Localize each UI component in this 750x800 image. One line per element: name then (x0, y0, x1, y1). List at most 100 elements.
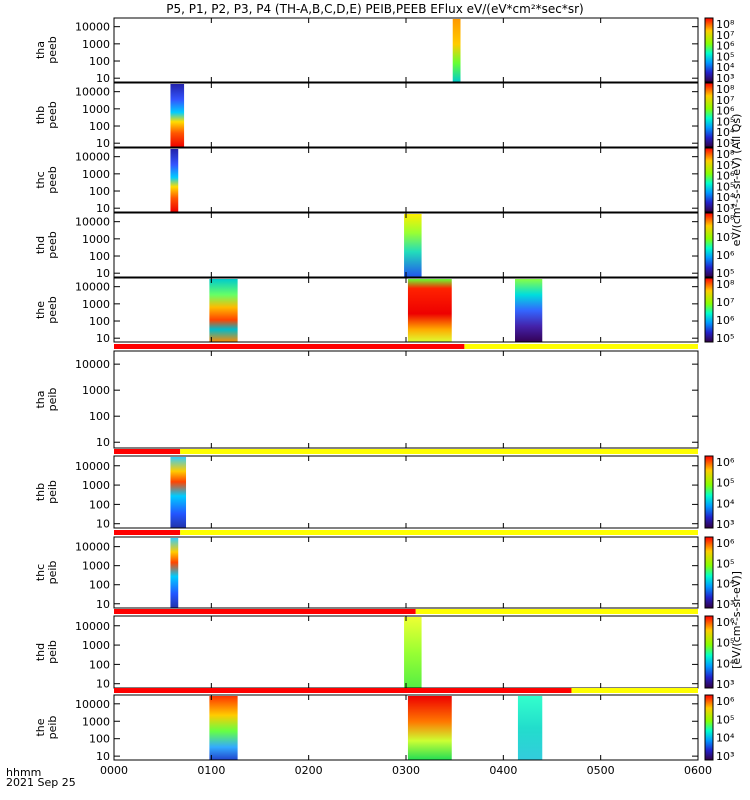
y-tick-label: 1000 (82, 639, 110, 652)
flag-bar-bad (114, 688, 572, 693)
colorbar-tick-label: 10⁵ (716, 477, 734, 490)
flag-bar-good (180, 530, 699, 535)
y-tick-label: 10 (96, 436, 110, 449)
colorbar-tick-label: 10⁴ (716, 732, 735, 745)
y-tick-label: 1000 (82, 233, 110, 246)
colorbar-tick-label: 10⁸ (716, 83, 735, 96)
colorbar-tick-label: 10⁶ (716, 456, 735, 469)
flag-bar-good (571, 688, 698, 693)
colorbar-tick-label: 10⁷ (716, 231, 734, 244)
y-axis-label: peeb (46, 296, 59, 324)
y-axis-label: thd (34, 643, 47, 661)
colorbar-tick-label: 10³ (716, 750, 734, 763)
y-axis-label: the (34, 718, 47, 736)
colorbar-tick-label: 10⁴ (716, 578, 735, 591)
colorbar-title-ion: [eV/(cm²-s-sr-eV)] (730, 571, 743, 669)
colorbar (704, 147, 714, 213)
flag-bar-bad (114, 344, 465, 349)
colorbar (704, 455, 714, 529)
y-axis-label: peib (46, 561, 59, 585)
spectrogram-block (170, 538, 179, 608)
x-tick-label: 0100 (197, 764, 225, 777)
y-tick-label: 10000 (75, 698, 110, 711)
colorbar (704, 615, 714, 689)
x-tick-label: 0300 (392, 764, 420, 777)
y-tick-label: 10 (96, 332, 110, 345)
colorbar (704, 277, 714, 343)
colorbar-tick-label: 10⁶ (716, 249, 735, 262)
spectrogram-block (452, 19, 461, 82)
y-tick-label: 100 (89, 185, 110, 198)
y-tick-label: 1000 (82, 479, 110, 492)
y-tick-label: 10000 (75, 216, 110, 229)
x-tick-label: 0200 (295, 764, 323, 777)
colorbar (704, 82, 714, 148)
colorbar (704, 212, 714, 278)
colorbar-tick-label: 10⁴ (716, 126, 735, 139)
spectrogram-block (515, 279, 543, 342)
panel-frame (113, 350, 699, 449)
colorbar-tick-label: 10³ (716, 137, 734, 150)
y-axis-label: peeb (46, 231, 59, 259)
y-tick-label: 100 (89, 120, 110, 133)
colorbar-tick-label: 10⁷ (716, 159, 734, 172)
x-tick-label: 0400 (489, 764, 517, 777)
y-tick-label: 10000 (75, 151, 110, 164)
y-tick-label: 10000 (75, 541, 110, 554)
y-tick-label: 1000 (82, 103, 110, 116)
colorbar-tick-label: 10⁶ (716, 695, 735, 708)
colorbar-tick-label: 10³ (716, 202, 734, 215)
colorbar-tick-label: 10⁵ (716, 713, 734, 726)
colorbar (704, 536, 714, 609)
flag-bar-good (180, 449, 699, 454)
x-axis-unit-label: hhmm (6, 766, 42, 779)
y-axis-label: peib (46, 388, 59, 412)
colorbar-tick-label: 10⁶ (716, 537, 735, 550)
colorbar-title-electron: eV/(cm²-s-sr-eV) (All Qs) (730, 114, 743, 247)
spectrogram-block (209, 279, 238, 342)
y-axis-label: thd (34, 236, 47, 254)
y-tick-label: 1000 (82, 384, 110, 397)
colorbar-tick-label: 10⁵ (716, 557, 734, 570)
y-tick-label: 100 (89, 315, 110, 328)
flag-bar-bad (114, 609, 416, 614)
colorbar (704, 694, 714, 761)
y-tick-label: 10 (96, 202, 110, 215)
colorbar-tick-label: 10⁵ (716, 332, 734, 345)
date-label: 2021 Sep 25 (6, 776, 76, 789)
colorbar-tick-label: 10⁸ (716, 213, 735, 226)
y-tick-label: 1000 (82, 168, 110, 181)
y-tick-label: 100 (89, 410, 110, 423)
spectrogram-block (404, 617, 422, 688)
y-tick-label: 10 (96, 750, 110, 763)
colorbar-tick-label: 10⁶ (716, 170, 735, 183)
spectrogram-block (407, 696, 452, 760)
spectrogram-block (404, 214, 422, 277)
y-tick-label: 10 (96, 678, 110, 691)
colorbar (704, 17, 714, 83)
colorbar-tick-label: 10⁷ (716, 296, 734, 309)
y-tick-label: 10 (96, 267, 110, 280)
y-tick-label: 10000 (75, 358, 110, 371)
spectrogram-block (407, 279, 452, 342)
colorbar-tick-label: 10⁶ (716, 40, 735, 53)
colorbar-tick-label: 10⁷ (716, 29, 734, 42)
colorbar-tick-label: 10⁶ (716, 314, 735, 327)
y-axis-label: peeb (46, 101, 59, 129)
panel-frame (113, 277, 699, 343)
colorbar-tick-label: 10⁴ (716, 191, 735, 204)
colorbar-tick-label: 10⁴ (716, 657, 735, 670)
colorbar-tick-label: 10³ (716, 598, 734, 611)
colorbar-tick-label: 10⁸ (716, 18, 735, 31)
y-tick-label: 100 (89, 55, 110, 68)
y-axis-label: thb (34, 483, 47, 501)
y-tick-label: 100 (89, 498, 110, 511)
colorbar-tick-label: 10⁷ (716, 94, 734, 107)
colorbar-tick-label: 10⁶ (716, 616, 735, 629)
y-tick-label: 1000 (82, 298, 110, 311)
panel-frame (113, 455, 699, 529)
flag-bar-bad (114, 449, 181, 454)
x-tick-label: 0600 (684, 764, 712, 777)
y-axis-label: peib (46, 480, 59, 504)
